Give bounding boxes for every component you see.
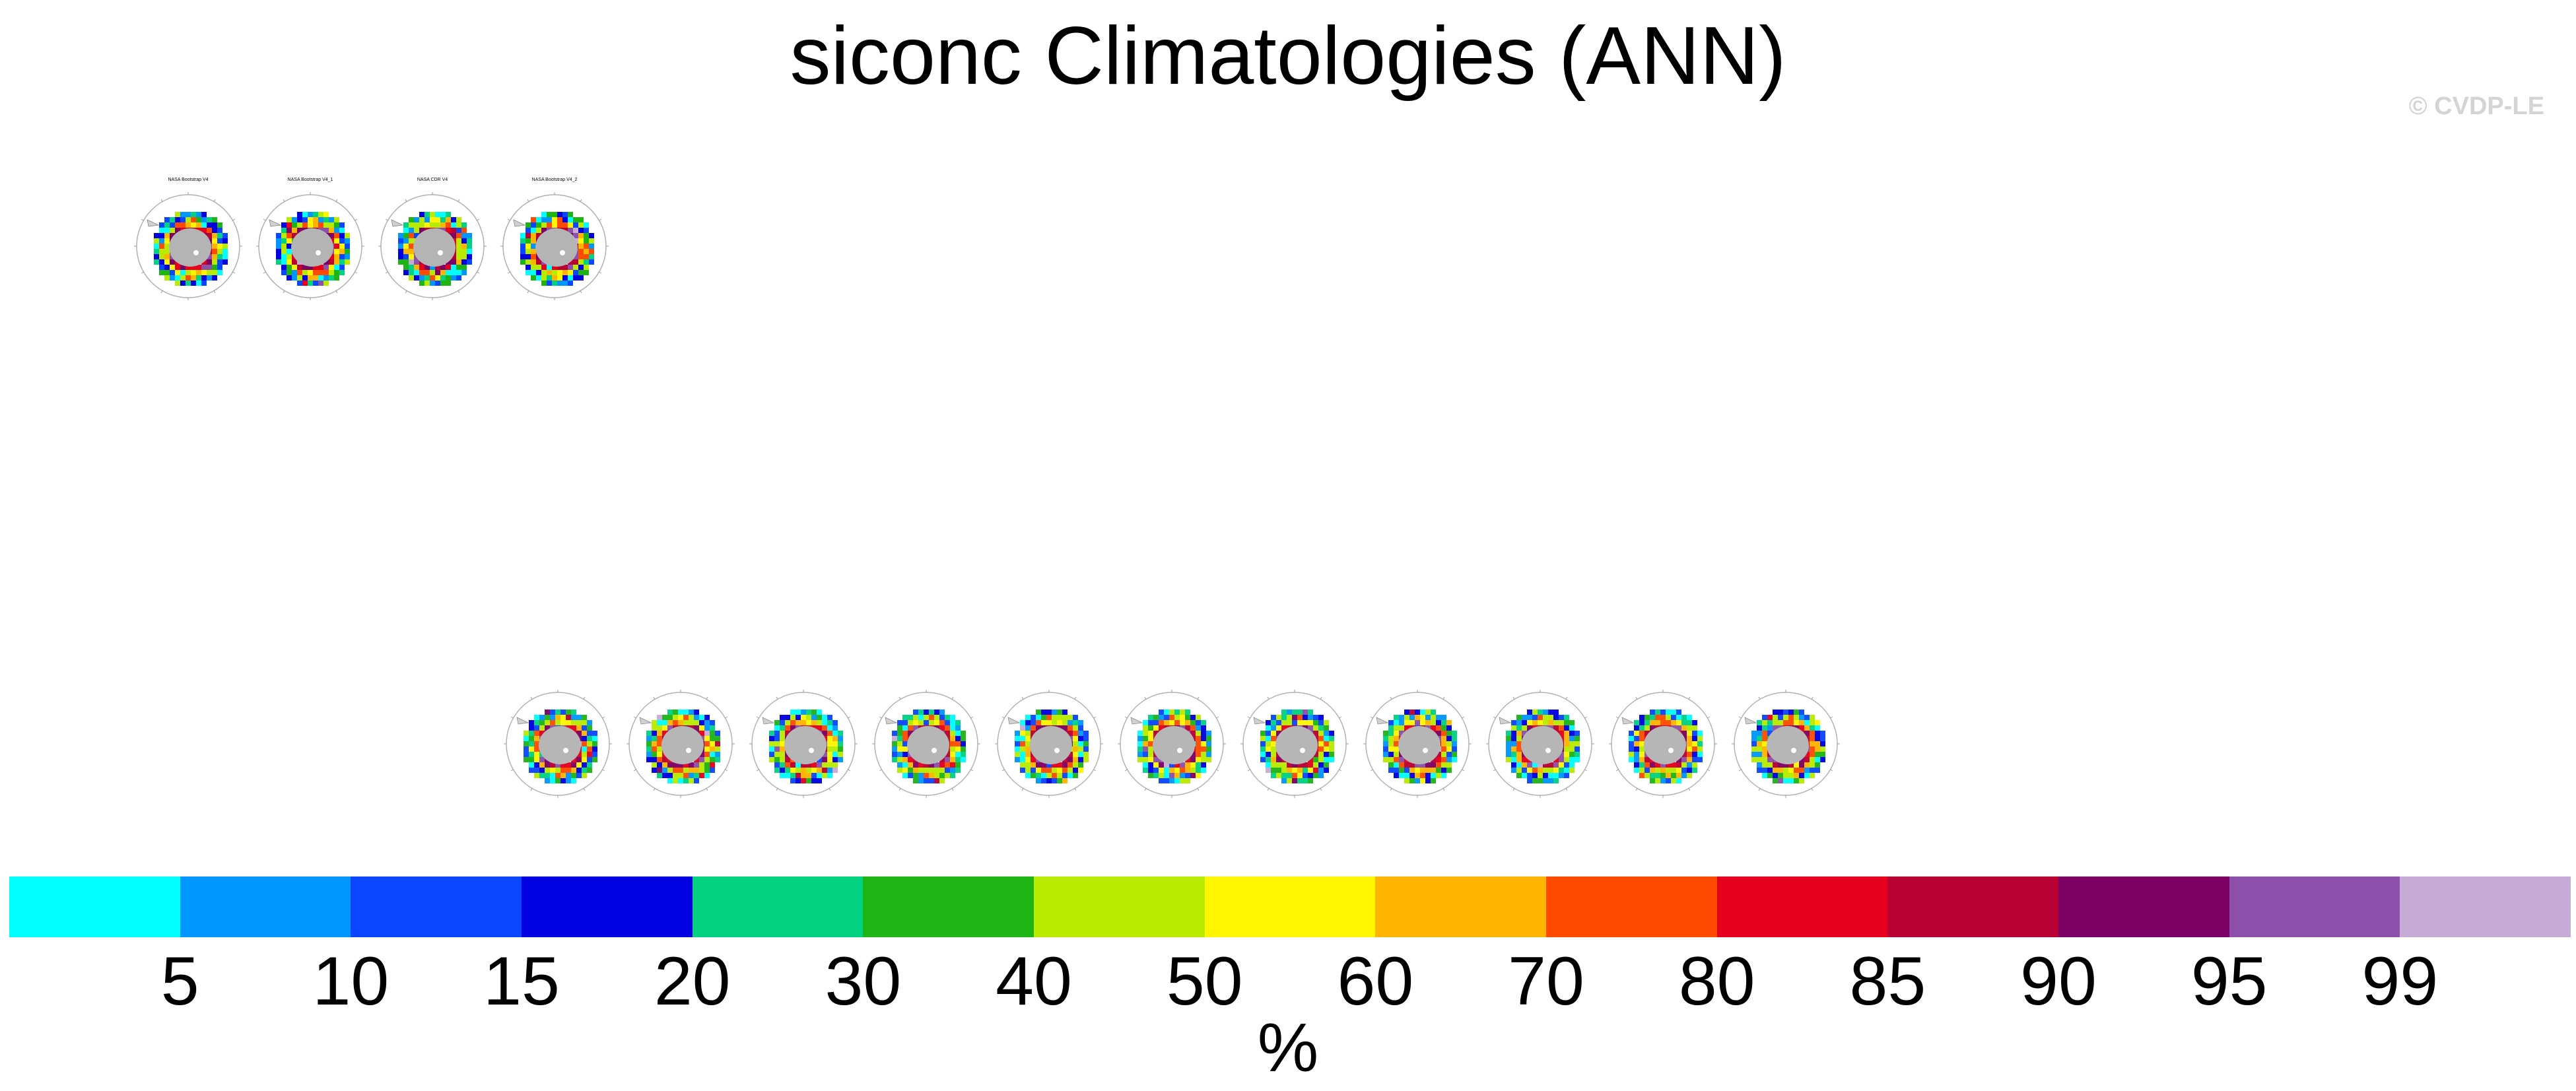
polar-map xyxy=(504,690,612,798)
colorbar-swatch xyxy=(692,876,864,937)
panel-title: NASA Bootstrap V4 xyxy=(168,178,209,182)
model-panel xyxy=(747,675,860,807)
polar-map xyxy=(1118,690,1226,798)
panel-title: NASA CDR V4 xyxy=(417,178,448,182)
polar-map xyxy=(134,192,242,300)
observation-panel: NASA Bootstrap V4 xyxy=(132,177,244,309)
colorbar-tick-label: 15 xyxy=(483,943,560,1020)
colorbar-tick-label: 50 xyxy=(1166,943,1243,1020)
colorbar-tick-label: 80 xyxy=(1678,943,1755,1020)
observation-panel: NASA Bootstrap V4_1 xyxy=(254,177,366,309)
figure-title: siconc Climatologies (ANN) xyxy=(790,11,1786,102)
panel-title: NASA Bootstrap V4_2 xyxy=(531,178,578,182)
model-panel xyxy=(1730,675,1842,807)
colorbar-swatch xyxy=(1546,876,1717,937)
model-panel xyxy=(993,675,1105,807)
model-panel xyxy=(1607,675,1719,807)
colorbar xyxy=(9,876,2571,937)
panel-title: NASA Bootstrap V4_1 xyxy=(287,178,333,182)
colorbar-swatch xyxy=(1375,876,1547,937)
model-panel xyxy=(870,675,982,807)
colorbar-swatch xyxy=(1204,876,1376,937)
model-panel xyxy=(625,675,737,807)
colorbar-tick-label: 30 xyxy=(825,943,902,1020)
observation-panel: NASA Bootstrap V4_2 xyxy=(498,177,611,309)
polar-map xyxy=(995,690,1103,798)
colorbar-swatch xyxy=(9,876,180,937)
colorbar-tick-label: 60 xyxy=(1337,943,1414,1020)
colorbar-swatch xyxy=(2058,876,2229,937)
colorbar-tick-label: 70 xyxy=(1508,943,1584,1020)
polar-map xyxy=(1363,690,1472,798)
polar-map xyxy=(872,690,980,798)
polar-map xyxy=(1240,690,1349,798)
colorbar-tick-label: 40 xyxy=(996,943,1072,1020)
polar-map xyxy=(627,690,735,798)
colorbar-swatch xyxy=(1716,876,1888,937)
model-panel xyxy=(1484,675,1596,807)
colorbar-units: % xyxy=(1257,1010,1319,1086)
polar-map xyxy=(1486,690,1594,798)
colorbar-swatch xyxy=(2229,876,2400,937)
colorbar-tick-label: 10 xyxy=(312,943,390,1020)
colorbar-swatch xyxy=(1887,876,2059,937)
polar-map xyxy=(500,192,609,300)
polar-map xyxy=(378,192,487,300)
colorbar-swatch xyxy=(863,876,1034,937)
colorbar-tick-label: 85 xyxy=(1849,943,1926,1020)
polar-map xyxy=(1609,690,1717,798)
model-panel xyxy=(1116,675,1228,807)
colorbar-swatch xyxy=(2400,876,2571,937)
colorbar-tick-label: 20 xyxy=(654,943,731,1020)
colorbar-swatch xyxy=(522,876,693,937)
polar-map xyxy=(749,690,858,798)
polar-map xyxy=(1732,690,1840,798)
colorbar-tick-label: 95 xyxy=(2190,943,2268,1020)
polar-map xyxy=(256,192,364,300)
colorbar-tick-label: 90 xyxy=(2020,943,2097,1020)
colorbar-swatch xyxy=(1034,876,1205,937)
observation-panel: NASA CDR V4 xyxy=(376,177,489,309)
colorbar-swatch xyxy=(180,876,351,937)
colorbar-swatch xyxy=(351,876,522,937)
model-panel xyxy=(1361,675,1474,807)
model-panel xyxy=(1238,675,1351,807)
model-panel xyxy=(502,675,614,807)
colorbar-tick-label: 99 xyxy=(2361,943,2439,1020)
colorbar-tick-label: 5 xyxy=(160,943,199,1020)
watermark: © CVDP-LE xyxy=(2408,92,2544,120)
